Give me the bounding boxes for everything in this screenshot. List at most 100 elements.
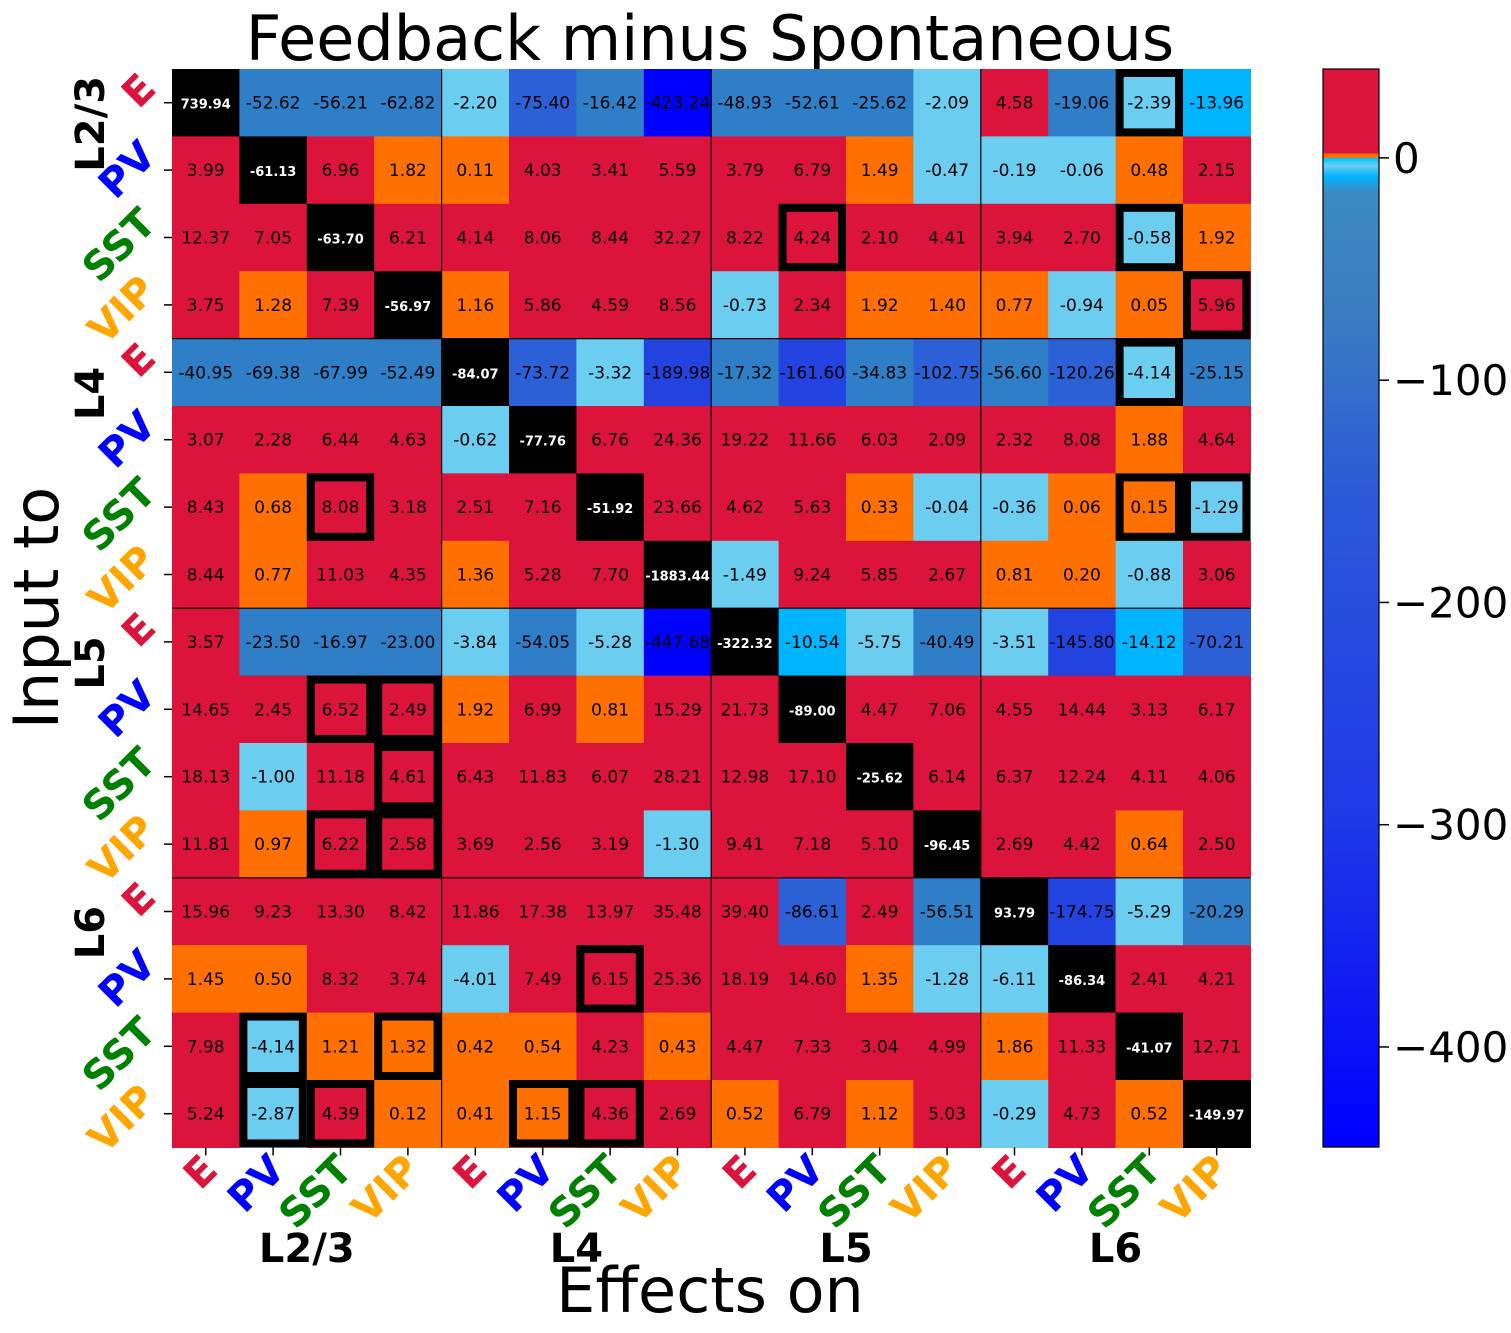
heatmap-cell [1048, 338, 1117, 407]
heatmap-cell [711, 338, 780, 407]
cell-value-label: 8.06 [524, 229, 562, 249]
colorbar-segment [1323, 846, 1379, 850]
heatmap-cell [576, 945, 645, 1014]
cell-value-label: 0.43 [659, 1037, 697, 1057]
cell-value-label: 0.77 [254, 566, 292, 586]
cell-value-label: 0.05 [1130, 296, 1168, 316]
heatmap-cell [509, 338, 577, 407]
cell-value-label: 4.64 [1198, 431, 1236, 451]
cell-value-label: 8.08 [1063, 431, 1101, 451]
colorbar-segment [1323, 164, 1379, 168]
colorbar-segment [1323, 627, 1379, 630]
colorbar-segment [1323, 814, 1379, 818]
colorbar-segment [1323, 874, 1379, 878]
cell-value-label: 1.92 [456, 700, 494, 720]
colorbar-segment [1323, 281, 1379, 285]
colorbar-segment [1323, 643, 1379, 646]
colorbar-segment [1323, 593, 1379, 596]
colorbar: 0 −100 −200 −300 −400 [1322, 68, 1508, 1148]
cell-value-label: 6.21 [389, 229, 427, 249]
heatmap-cell [576, 1012, 645, 1081]
colorbar-segment [1323, 770, 1379, 774]
cell-value-label: -149.97 [1189, 1109, 1245, 1124]
colorbar-segment [1323, 1055, 1379, 1059]
heatmap-cell [711, 743, 780, 811]
colorbar-segment [1323, 1069, 1379, 1073]
heatmap-cell [846, 271, 914, 340]
colorbar-segment [1323, 840, 1379, 844]
y-layer-label: L6 [68, 906, 114, 959]
colorbar-segment [1323, 389, 1379, 393]
colorbar-segment [1323, 254, 1379, 257]
colorbar-segment [1323, 226, 1379, 230]
colorbar-segment [1323, 437, 1379, 440]
colorbar-segment [1323, 808, 1379, 812]
colorbar-segment [1323, 894, 1379, 897]
cell-value-label: -20.29 [1189, 903, 1244, 923]
cell-value-label: 17.10 [788, 768, 837, 788]
heatmap-cell [1048, 675, 1117, 744]
cell-value-label: -10.54 [785, 633, 840, 653]
heatmap-cell [239, 271, 308, 340]
colorbar-segment [1323, 359, 1379, 363]
colorbar-segment [1323, 790, 1379, 794]
colorbar-segment [1323, 409, 1379, 412]
colorbar-segment [1323, 311, 1379, 315]
colorbar-segment [1323, 131, 1379, 135]
heatmap-cell [1048, 810, 1117, 879]
colorbar-segment [1323, 963, 1379, 967]
highlight-box [778, 203, 846, 272]
heatmap-cell [1115, 1080, 1184, 1148]
colorbar-segment [1323, 129, 1379, 133]
heatmap-cell [441, 608, 510, 677]
cell-value-label: 2.58 [389, 835, 427, 855]
colorbar-segment [1323, 479, 1379, 482]
heatmap-cell [1183, 1012, 1251, 1081]
colorbar-segment [1323, 511, 1379, 514]
colorbar-segment [1323, 854, 1379, 858]
heatmap-cell [172, 945, 240, 1014]
cell-value-label: 0.20 [1063, 566, 1101, 586]
colorbar-segment [1323, 447, 1379, 450]
heatmap-cell [778, 473, 847, 542]
heatmap-cell [374, 406, 443, 474]
heatmap-cell [913, 473, 982, 542]
heatmap-cell [1048, 406, 1117, 474]
colorbar-segment [1323, 278, 1379, 281]
heatmap-cell [441, 675, 510, 744]
cell-value-label: 4.59 [591, 296, 629, 316]
cell-value-label: 9.24 [793, 566, 831, 586]
colorbar-segment [1323, 166, 1379, 169]
cell-value-labels: 739.94 -52.62 -56.21 -62.82 -2.20 -75.40 -16.4… [178, 94, 1244, 1125]
cell-value-label: 6.52 [322, 700, 360, 720]
colorbar-segment [1323, 212, 1379, 216]
heatmap-cell [1183, 877, 1251, 946]
heatmap-cell [239, 810, 308, 879]
heatmap-cell [239, 406, 308, 474]
heatmap-cell [778, 810, 847, 879]
colorbar-segment [1323, 545, 1379, 548]
cell-value-label: 35.48 [653, 903, 702, 923]
heatmap-cell [509, 743, 577, 811]
heatmap-cell [306, 1080, 375, 1148]
heatmap-cell [711, 406, 780, 474]
cell-value-label: 3.74 [389, 970, 427, 990]
colorbar-segment [1323, 702, 1379, 706]
x-layer-labels: L2/3 L4 L5 L6 [259, 1226, 1142, 1272]
colorbar-segment [1323, 349, 1379, 353]
heatmap-cell [1183, 675, 1251, 744]
cell-value-label: -2.20 [453, 94, 497, 114]
colorbar-segment [1323, 631, 1379, 634]
colorbar-segment [1323, 493, 1379, 496]
colorbar-segment [1323, 299, 1379, 303]
colorbar-segment [1323, 88, 1379, 92]
heatmap-cell [846, 945, 914, 1014]
colorbar-segment [1323, 80, 1379, 84]
cell-value-label: 12.37 [181, 229, 230, 249]
cell-value-label: 0.81 [591, 700, 629, 720]
heatmap-cell [1183, 1080, 1251, 1148]
cell-value-label: 0.12 [389, 1105, 427, 1125]
cell-value-label: 4.58 [996, 94, 1034, 114]
cell-value-label: 5.63 [793, 498, 831, 518]
cell-value-label: 1.36 [456, 566, 494, 586]
